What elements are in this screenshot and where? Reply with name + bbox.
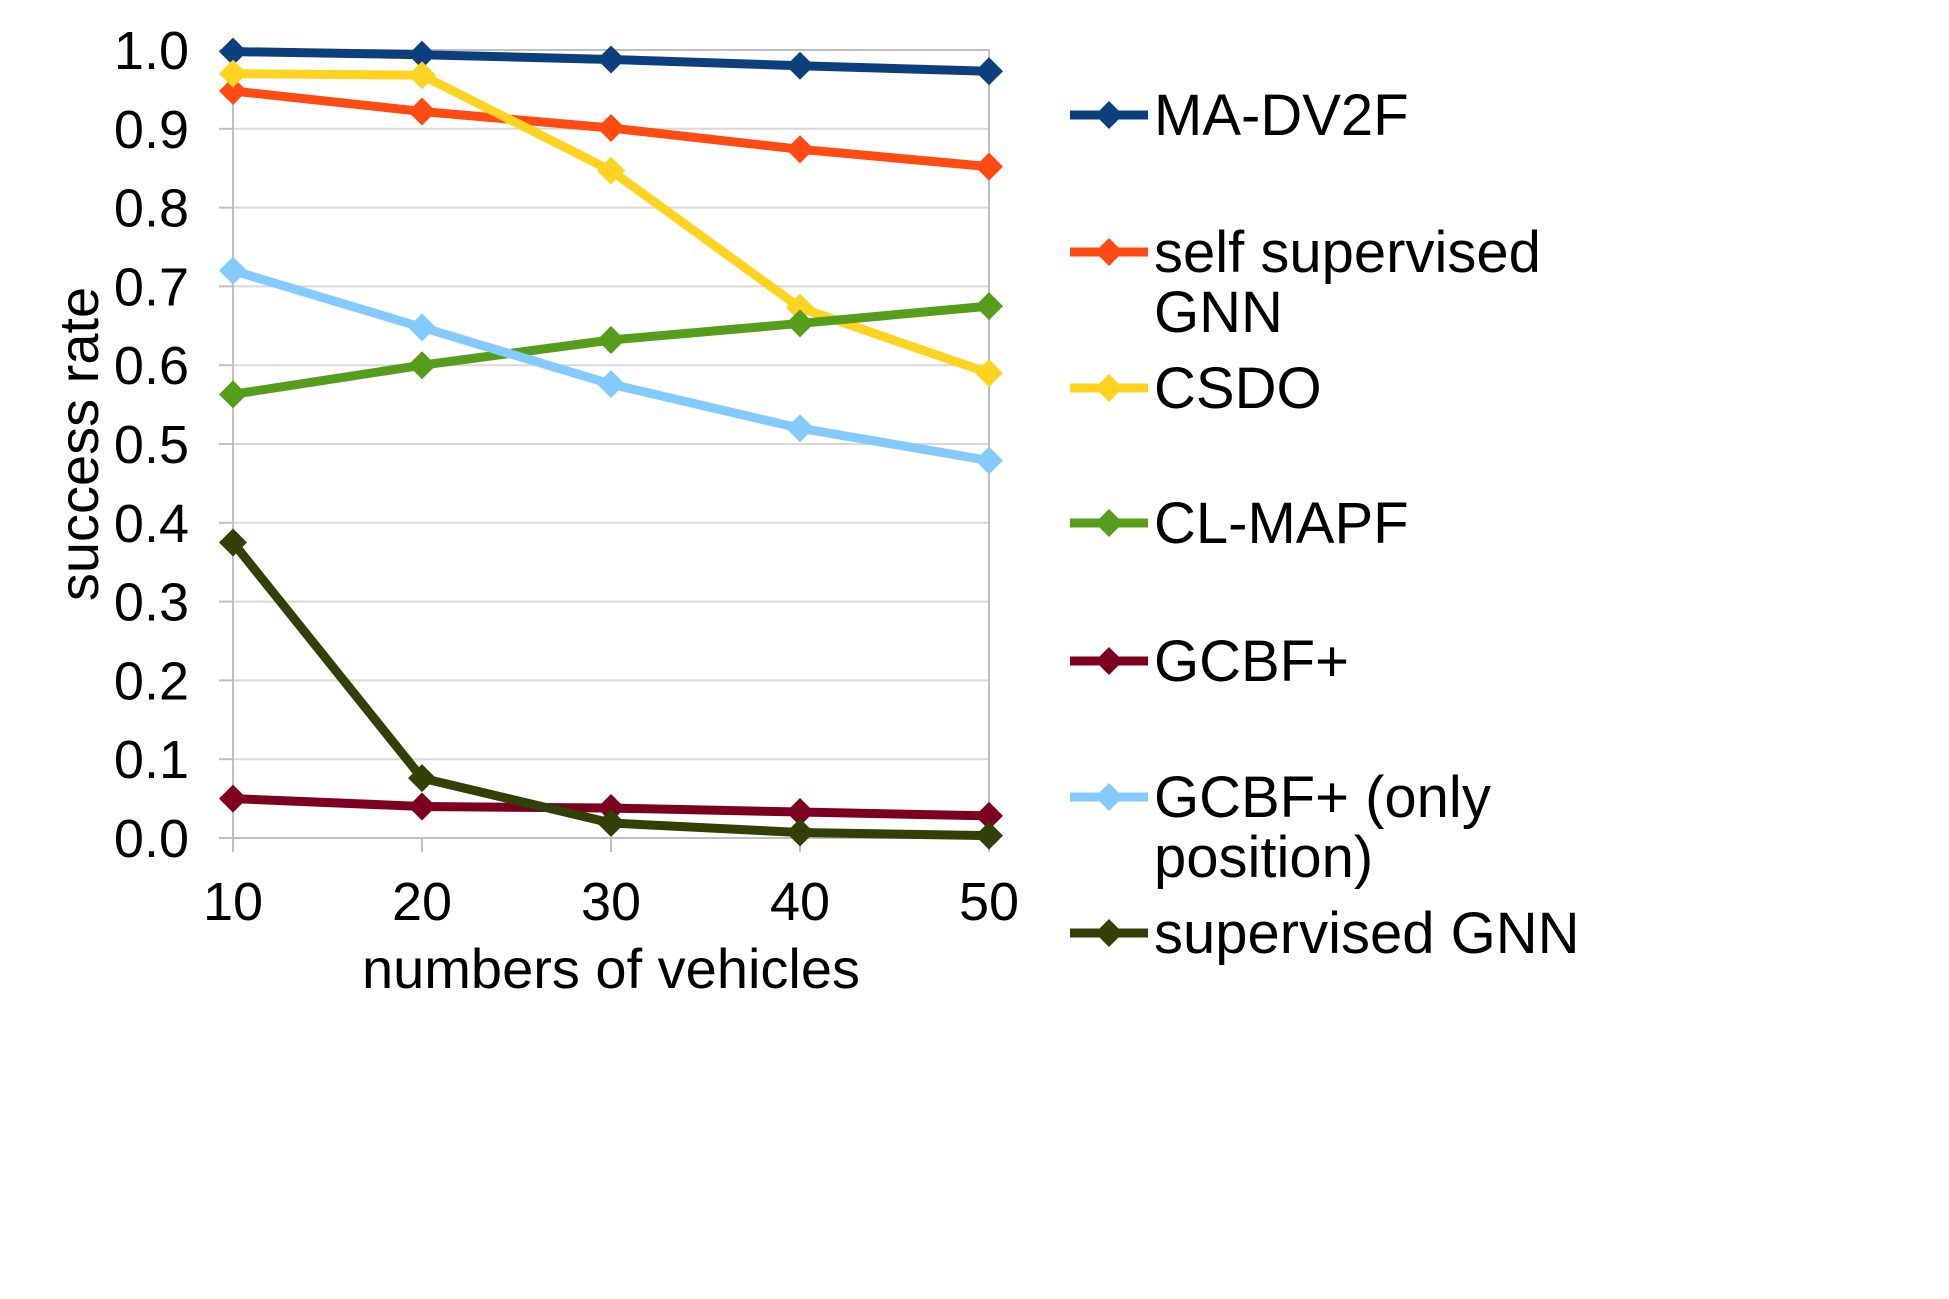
series-0 — [219, 37, 1003, 86]
series-6 — [219, 528, 1003, 850]
y-tick-label: 0.8 — [114, 179, 189, 239]
legend-swatch-marker — [1095, 509, 1123, 537]
legend-label: CL-MAPF — [1154, 491, 1409, 556]
data-point — [975, 821, 1003, 850]
legend-swatch-marker — [1095, 101, 1123, 129]
data-point — [408, 351, 436, 380]
series-lines — [219, 37, 1003, 850]
data-point — [597, 794, 625, 823]
data-point — [975, 152, 1003, 181]
data-point — [786, 309, 814, 338]
y-tick-label: 0.1 — [114, 730, 189, 790]
legend-swatch-marker — [1095, 919, 1123, 947]
legend-label: CSDO — [1154, 356, 1322, 421]
data-point — [408, 40, 436, 69]
legend-label: GNN — [1154, 280, 1283, 345]
x-axis-ticks: 10 20 30 40 50 — [203, 838, 1019, 932]
data-point — [786, 797, 814, 826]
data-point — [786, 135, 814, 164]
data-point — [786, 414, 814, 443]
x-tick-label: 40 — [770, 872, 830, 932]
y-axis-label: success rate — [47, 287, 110, 601]
data-point — [408, 97, 436, 126]
data-point — [597, 114, 625, 143]
legend-swatch-marker — [1095, 374, 1123, 402]
data-point — [786, 51, 814, 80]
data-point — [219, 37, 247, 66]
y-tick-label: 0.0 — [114, 809, 189, 869]
data-point — [219, 256, 247, 285]
y-axis-ticks: 0.0 0.1 0.2 0.3 0.4 0.5 0.6 0.7 0.8 0.9 1.0 — [114, 21, 233, 869]
legend-label: self supervised — [1154, 220, 1541, 285]
series-3 — [219, 292, 1003, 409]
data-point — [597, 809, 625, 838]
data-point — [975, 292, 1003, 321]
x-tick-label: 50 — [959, 872, 1019, 932]
series-5 — [219, 256, 1003, 475]
data-point — [219, 380, 247, 409]
data-point — [408, 313, 436, 342]
data-point — [597, 370, 625, 399]
y-tick-label: 1.0 — [114, 21, 189, 81]
y-tick-label: 0.4 — [114, 494, 189, 554]
legend-label: MA-DV2F — [1154, 83, 1409, 148]
data-point — [408, 61, 436, 90]
y-tick-label: 0.7 — [114, 257, 189, 317]
data-point — [975, 801, 1003, 830]
x-tick-label: 30 — [581, 872, 641, 932]
data-point — [597, 45, 625, 74]
data-point — [597, 156, 625, 185]
y-tick-label: 0.5 — [114, 415, 189, 475]
legend-item: GCBF+ — [1070, 629, 1349, 694]
series-1 — [219, 76, 1003, 181]
y-tick-label: 0.3 — [114, 573, 189, 633]
legend-swatch-marker — [1095, 238, 1123, 266]
y-tick-label: 0.6 — [114, 336, 189, 396]
series-2 — [219, 59, 1003, 388]
data-point — [219, 76, 247, 105]
series-4 — [219, 784, 1003, 830]
series-line — [229, 539, 990, 841]
data-point — [975, 57, 1003, 86]
x-tick-label: 20 — [392, 872, 452, 932]
data-point — [597, 325, 625, 354]
data-point — [408, 792, 436, 821]
data-point — [219, 784, 247, 813]
legend-label: GCBF+ — [1154, 629, 1349, 694]
legend-item: CSDO — [1070, 356, 1322, 421]
legend-label: position) — [1154, 825, 1373, 890]
legend-label: supervised GNN — [1154, 901, 1579, 966]
data-point — [786, 818, 814, 847]
legend-swatch-marker — [1095, 647, 1123, 675]
y-tick-label: 0.9 — [114, 100, 189, 160]
data-point — [975, 359, 1003, 388]
legend-label: GCBF+ (only — [1154, 765, 1491, 830]
legend-swatch-marker — [1095, 783, 1123, 811]
data-point — [408, 764, 436, 793]
data-point — [219, 528, 247, 557]
x-axis-label: numbers of vehicles — [362, 937, 860, 1000]
y-tick-label: 0.2 — [114, 651, 189, 711]
x-tick-label: 10 — [203, 872, 263, 932]
data-point — [219, 59, 247, 88]
legend-item: CL-MAPF — [1070, 491, 1409, 556]
data-point — [975, 446, 1003, 475]
legend-item: supervised GNN — [1070, 901, 1579, 966]
data-point — [786, 293, 814, 322]
legend-item: MA-DV2F — [1070, 83, 1409, 148]
